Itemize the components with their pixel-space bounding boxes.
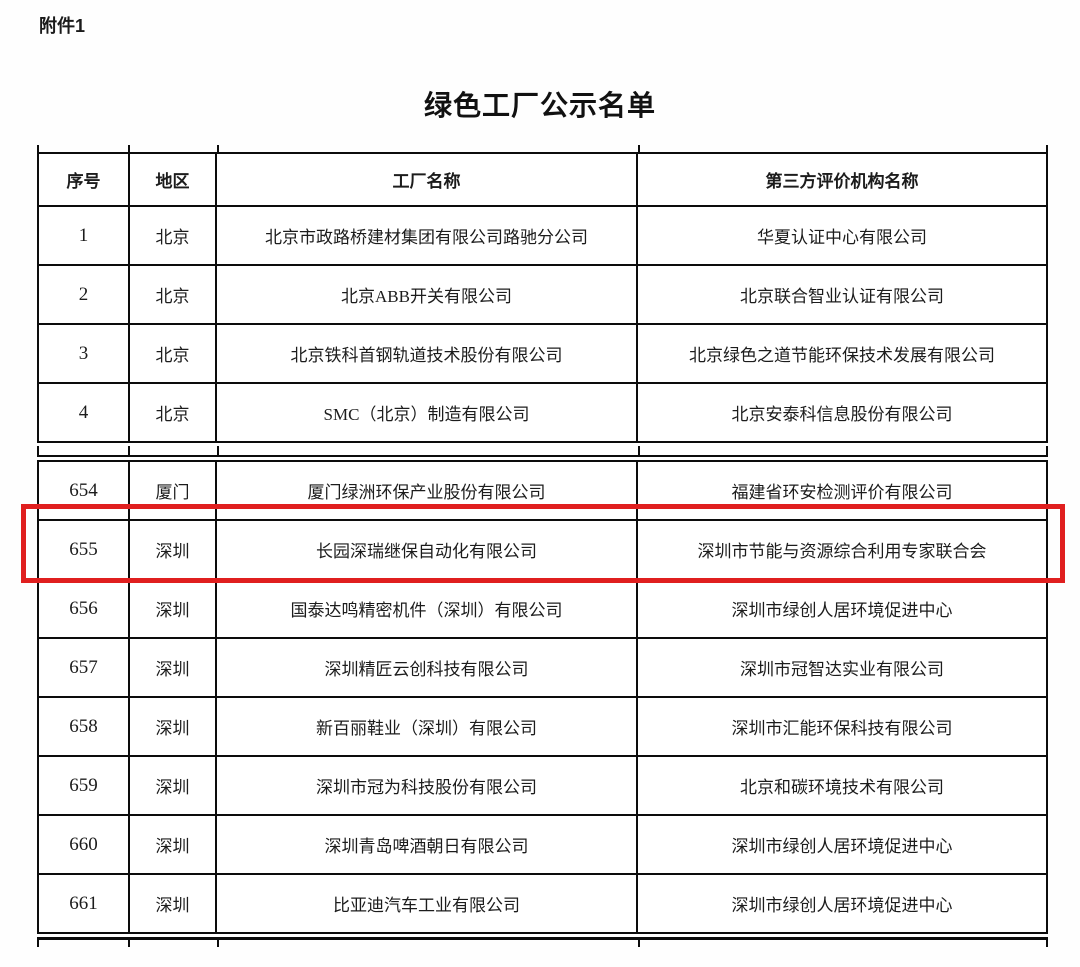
cell-region: 北京 — [130, 266, 217, 323]
cell-agency: 北京和碳环境技术有限公司 — [740, 778, 944, 797]
page-title: 绿色工厂公示名单 — [423, 90, 656, 121]
table-row: 657 深圳 深圳精匠云创科技有限公司 深圳市冠智达实业有限公司 — [39, 637, 1046, 696]
cell-region: 深圳 — [130, 698, 217, 755]
table-row: 3 北京 北京铁科首钢轨道技术股份有限公司 北京绿色之道节能环保技术发展有限公司 — [39, 323, 1046, 382]
table-row: 1 北京 北京市政路桥建材集团有限公司路驰分公司 华夏认证中心有限公司 — [39, 205, 1046, 264]
cell-no: 654 — [39, 462, 130, 519]
cell-region: 深圳 — [130, 580, 217, 637]
table-crop-gap — [37, 443, 1048, 455]
cell-factory: 北京ABB开关有限公司 — [217, 266, 638, 323]
table-cut-line — [37, 455, 1048, 457]
attachment-label: 附件1 — [39, 16, 86, 36]
cell-factory: 深圳青岛啤酒朝日有限公司 — [217, 816, 638, 873]
cell-factory: SMC（北京）制造有限公司 — [217, 384, 638, 441]
table-crop-stubs-bottom — [37, 940, 1048, 947]
table-row: 2 北京 北京ABB开关有限公司 北京联合智业认证有限公司 — [39, 264, 1046, 323]
cell-agency: 深圳市绿创人居环境促进中心 — [731, 896, 953, 915]
cell-no: 4 — [39, 384, 130, 441]
cell-factory: 北京市政路桥建材集团有限公司路驰分公司 — [217, 207, 638, 264]
cell-region: 深圳 — [130, 816, 217, 873]
cell-agency: 福建省环安检测评价有限公司 — [731, 483, 953, 502]
cell-factory: 新百丽鞋业（深圳）有限公司 — [217, 698, 638, 755]
table-section-beijing: 序号 地区 工厂名称 第三方评价机构名称 1 北京 北京市政路桥建材集团有限公司路驰… — [37, 152, 1048, 443]
cell-factory: 比亚迪汽车工业有限公司 — [217, 875, 638, 932]
cell-no: 660 — [39, 816, 130, 873]
cell-region: 北京 — [130, 384, 217, 441]
cell-agency: 深圳市节能与资源综合利用专家联合会 — [697, 542, 987, 561]
cell-no: 658 — [39, 698, 130, 755]
column-header-factory: 工厂名称 — [217, 154, 638, 205]
cell-no: 656 — [39, 580, 130, 637]
cell-region: 深圳 — [130, 875, 217, 932]
column-header-region: 地区 — [130, 154, 217, 205]
cell-factory: 厦门绿洲环保产业股份有限公司 — [217, 462, 638, 519]
cell-agency: 华夏认证中心有限公司 — [757, 228, 927, 247]
cell-no: 3 — [39, 325, 130, 382]
green-factory-table: 序号 地区 工厂名称 第三方评价机构名称 1 北京 北京市政路桥建材集团有限公司路驰… — [37, 145, 1048, 947]
cell-agency: 北京绿色之道节能环保技术发展有限公司 — [689, 346, 995, 365]
cell-agency: 深圳市绿创人居环境促进中心 — [731, 601, 953, 620]
cell-agency: 北京安泰科信息股份有限公司 — [731, 405, 953, 424]
cell-agency: 深圳市冠智达实业有限公司 — [740, 660, 944, 679]
table-bottom-line — [37, 937, 1048, 940]
table-row: 659 深圳 深圳市冠为科技股份有限公司 北京和碳环境技术有限公司 — [39, 755, 1046, 814]
column-header-no: 序号 — [39, 154, 130, 205]
table-row: 658 深圳 新百丽鞋业（深圳）有限公司 深圳市汇能环保科技有限公司 — [39, 696, 1046, 755]
cell-no: 659 — [39, 757, 130, 814]
table-header-row: 序号 地区 工厂名称 第三方评价机构名称 — [39, 154, 1046, 205]
cell-factory: 深圳市冠为科技股份有限公司 — [217, 757, 638, 814]
cell-factory: 国泰达鸣精密机件（深圳）有限公司 — [217, 580, 638, 637]
cell-factory: 北京铁科首钢轨道技术股份有限公司 — [217, 325, 638, 382]
cell-agency: 深圳市绿创人居环境促进中心 — [731, 837, 953, 856]
cell-region: 北京 — [130, 325, 217, 382]
column-header-agency: 第三方评价机构名称 — [765, 172, 919, 191]
cell-region: 深圳 — [130, 639, 217, 696]
table-row: 660 深圳 深圳青岛啤酒朝日有限公司 深圳市绿创人居环境促进中心 — [39, 814, 1046, 873]
cell-region: 北京 — [130, 207, 217, 264]
cell-region: 深圳 — [130, 521, 217, 578]
table-row: 656 深圳 国泰达鸣精密机件（深圳）有限公司 深圳市绿创人居环境促进中心 — [39, 578, 1046, 637]
table-row: 654 厦门 厦门绿洲环保产业股份有限公司 福建省环安检测评价有限公司 — [39, 462, 1046, 519]
table-crop-stubs-top — [37, 145, 1048, 152]
table-row: 661 深圳 比亚迪汽车工业有限公司 深圳市绿创人居环境促进中心 — [39, 873, 1046, 932]
cell-factory: 长园深瑞继保自动化有限公司 — [217, 521, 638, 578]
cell-no: 657 — [39, 639, 130, 696]
cell-agency: 深圳市汇能环保科技有限公司 — [731, 719, 953, 738]
table-row: 4 北京 SMC（北京）制造有限公司 北京安泰科信息股份有限公司 — [39, 382, 1046, 441]
cell-factory: 深圳精匠云创科技有限公司 — [217, 639, 638, 696]
table-section-xiamen-shenzhen: 654 厦门 厦门绿洲环保产业股份有限公司 福建省环安检测评价有限公司 655 深圳 长园深… — [37, 460, 1048, 934]
cell-agency: 北京联合智业认证有限公司 — [740, 287, 944, 306]
cell-no: 2 — [39, 266, 130, 323]
table-row: 655 深圳 长园深瑞继保自动化有限公司 深圳市节能与资源综合利用专家联合会 — [39, 519, 1046, 578]
cell-no: 655 — [39, 521, 130, 578]
cell-no: 661 — [39, 875, 130, 932]
cell-region: 厦门 — [130, 462, 217, 519]
cell-no: 1 — [39, 207, 130, 264]
cell-region: 深圳 — [130, 757, 217, 814]
